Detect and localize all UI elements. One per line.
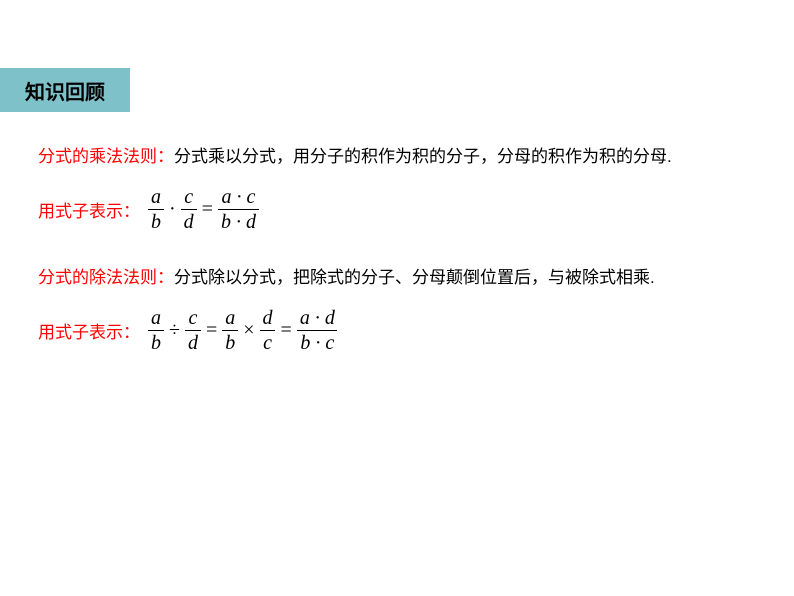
- frac-num: a · d: [297, 307, 338, 330]
- divide-operator: ÷: [169, 319, 180, 342]
- division-rule-paragraph: 分式的除法法则：分式除以分式，把除式的分子、分母颠倒位置后，与被除式相乘.: [38, 261, 756, 295]
- multiplication-formula-label: 用式子表示：: [38, 197, 140, 222]
- header-title: 知识回顾: [25, 76, 105, 105]
- frac-den: d: [181, 209, 197, 233]
- frac-a-over-b-3: a b: [222, 307, 238, 354]
- equals-sign: =: [281, 319, 292, 342]
- frac-den: b · d: [218, 209, 259, 233]
- frac-d-over-c: d c: [260, 307, 276, 354]
- frac-c-over-d-2: c d: [185, 307, 201, 354]
- division-rule-text: 分式除以分式，把除式的分子、分母颠倒位置后，与被除式相乘.: [174, 268, 655, 287]
- multiplication-rule-text: 分式乘以分式，用分子的积作为积的分子，分母的积作为积的分母.: [174, 147, 672, 166]
- frac-num: a: [222, 307, 238, 330]
- frac-ad-over-bc: a · d b · c: [297, 307, 338, 354]
- multiplication-formula: a b · c d = a · c b · d: [148, 186, 259, 233]
- equals-sign: =: [202, 198, 213, 221]
- content-area: 分式的乘法法则：分式乘以分式，用分子的积作为积的分子，分母的积作为积的分母. 用…: [38, 140, 756, 382]
- frac-num: c: [181, 186, 196, 209]
- division-rule-label: 分式的除法法则：: [38, 268, 174, 287]
- frac-num: a: [148, 186, 164, 209]
- frac-num: c: [186, 307, 201, 330]
- frac-den: c: [260, 330, 275, 354]
- division-formula-row: 用式子表示： a b ÷ c d = a b × d c = a · d: [38, 307, 756, 354]
- division-formula-label: 用式子表示：: [38, 318, 140, 343]
- frac-den: b · c: [297, 330, 337, 354]
- frac-c-over-d: c d: [181, 186, 197, 233]
- multiplication-formula-row: 用式子表示： a b · c d = a · c b · d: [38, 186, 756, 233]
- dot-operator: ·: [169, 198, 176, 221]
- frac-den: b: [148, 209, 164, 233]
- equals-sign: =: [206, 319, 217, 342]
- header-box: 知识回顾: [0, 68, 130, 112]
- frac-ac-over-bd: a · c b · d: [218, 186, 259, 233]
- times-operator: ×: [243, 319, 254, 342]
- frac-a-over-b-2: a b: [148, 307, 164, 354]
- multiplication-rule-paragraph: 分式的乘法法则：分式乘以分式，用分子的积作为积的分子，分母的积作为积的分母.: [38, 140, 756, 174]
- frac-num: a · c: [219, 186, 259, 209]
- frac-num: a: [148, 307, 164, 330]
- frac-den: b: [222, 330, 238, 354]
- frac-num: d: [260, 307, 276, 330]
- multiplication-rule-label: 分式的乘法法则：: [38, 147, 174, 166]
- frac-den: d: [185, 330, 201, 354]
- frac-a-over-b: a b: [148, 186, 164, 233]
- division-formula: a b ÷ c d = a b × d c = a · d b · c: [148, 307, 338, 354]
- frac-den: b: [148, 330, 164, 354]
